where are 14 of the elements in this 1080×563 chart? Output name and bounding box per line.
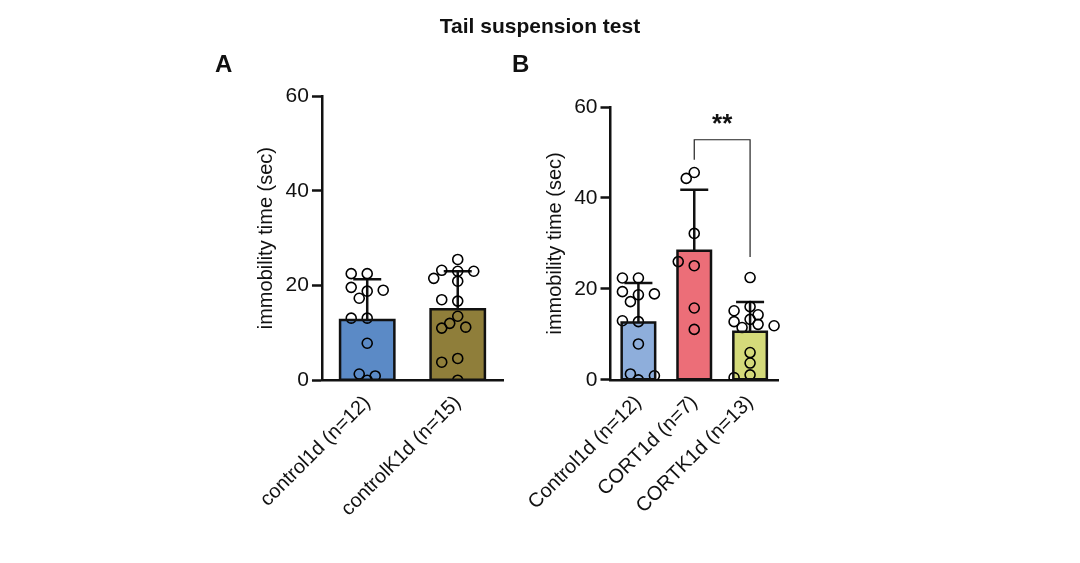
chart-title: Tail suspension test bbox=[438, 14, 642, 38]
y-tick-label: 20 bbox=[285, 272, 309, 296]
y-tick-label: 60 bbox=[285, 82, 309, 106]
y-tick-label: 20 bbox=[574, 275, 598, 299]
y-tick-label: 40 bbox=[285, 177, 309, 201]
text: B bbox=[512, 50, 530, 78]
y-axis-title: immobility time (sec) bbox=[542, 152, 565, 335]
y-axis-title: immobility time (sec) bbox=[254, 146, 277, 330]
y-tick-label: 60 bbox=[574, 93, 598, 117]
annotation: ** bbox=[712, 107, 734, 138]
y-tick-label: 0 bbox=[585, 366, 598, 390]
y-tick-label: 0 bbox=[297, 367, 309, 391]
y-tick-label: 40 bbox=[574, 184, 598, 208]
text: A bbox=[215, 50, 233, 78]
